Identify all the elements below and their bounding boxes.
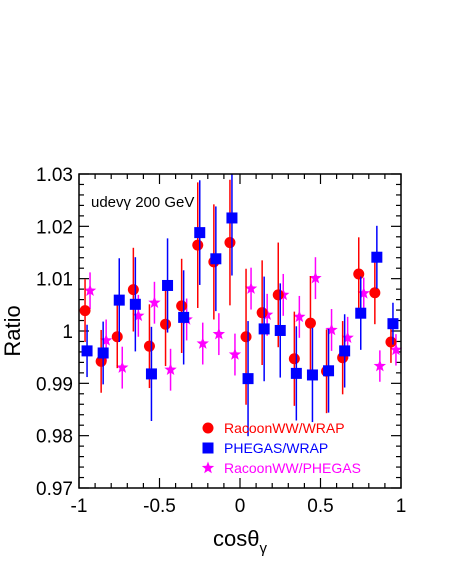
data-point (164, 363, 177, 375)
y-tick-label: 1.02 (36, 217, 73, 238)
energy-annotation: udevγ 200 GeV (91, 194, 194, 211)
data-point (116, 361, 129, 373)
data-point (290, 367, 302, 379)
data-point (79, 305, 91, 317)
data-point (192, 239, 204, 251)
data-point (389, 343, 403, 356)
data-point (341, 331, 354, 344)
data-point (258, 323, 270, 335)
data-point (323, 365, 335, 377)
x-axis-title-main: cosθ (213, 526, 259, 551)
legend-label: RacoonWW/WRAP (224, 420, 345, 436)
data-point (81, 345, 93, 357)
data-point (369, 287, 381, 299)
x-axis-title-subscript: γ (259, 540, 267, 557)
legend-item: PHEGAS/WRAP (202, 440, 328, 456)
data-point (196, 337, 209, 349)
y-axis-title: Ratio (0, 305, 25, 356)
data-point (224, 237, 236, 249)
data-point (240, 331, 252, 343)
data-point (339, 345, 351, 357)
legend-marker (202, 422, 214, 434)
x-tick-label: -1 (71, 496, 88, 517)
data-point (132, 309, 145, 322)
legend-label: PHEGAS/WRAP (224, 440, 328, 456)
data-point (293, 310, 306, 323)
x-axis-title: cosθγ (213, 526, 267, 557)
x-tick-label: -0.5 (143, 496, 176, 517)
plot-frame (78, 173, 402, 489)
data-point (244, 282, 258, 294)
data-point (111, 331, 123, 343)
data-point (385, 336, 397, 348)
data-point (176, 300, 188, 312)
y-tick-label: 1.01 (36, 270, 73, 291)
legend: RacoonWW/WRAP PHEGAS/WRAP RacoonWW/PHEGAS (201, 420, 361, 476)
data-point (148, 296, 161, 308)
data-point (145, 368, 157, 380)
y-tick-label: 1 (62, 322, 73, 343)
x-tick-label: 0 (235, 496, 246, 517)
series-phegas-wrap (81, 174, 399, 437)
data-point (242, 373, 254, 385)
y-tick-label: 0.97 (36, 479, 73, 500)
data-point (127, 284, 139, 296)
data-point (228, 348, 242, 360)
data-point (357, 286, 370, 299)
legend-item: RacoonWW/WRAP (202, 420, 345, 436)
data-point (97, 347, 109, 359)
data-point (272, 289, 284, 301)
axis-tick-labels: -1 -0.5 0 0.5 1 0.97 0.98 0.99 1 1.01 1.02 1.03 (36, 165, 406, 517)
data-point (162, 279, 174, 291)
data-point (129, 298, 141, 310)
data-point (304, 317, 316, 329)
data-point (113, 294, 125, 306)
data-point (373, 359, 387, 372)
data-point (210, 253, 222, 265)
series-racoonww-phegas (83, 257, 403, 391)
legend-label: RacoonWW/PHEGAS (224, 460, 361, 476)
data-point (226, 212, 238, 224)
data-point (160, 318, 172, 330)
data-point (288, 353, 300, 365)
data-point (143, 340, 155, 352)
y-tick-label: 0.99 (36, 374, 73, 395)
data-marks (79, 174, 403, 437)
data-point (387, 318, 399, 330)
data-point (306, 369, 318, 381)
data-point (256, 307, 268, 319)
data-point (194, 227, 206, 239)
data-point (355, 307, 367, 319)
data-point (371, 251, 383, 263)
legend-marker (201, 461, 215, 474)
legend-item: RacoonWW/PHEGAS (201, 460, 361, 476)
y-tick-label: 0.98 (36, 427, 73, 448)
x-tick-label: 1 (396, 496, 407, 517)
data-point (274, 324, 286, 336)
y-tick-label: 1.03 (36, 165, 73, 186)
legend-marker (202, 442, 214, 454)
data-point (99, 333, 113, 346)
data-point (353, 268, 365, 280)
data-point (325, 323, 338, 336)
data-point (178, 311, 190, 323)
series-racoonww-wrap (79, 179, 397, 414)
data-point (212, 327, 226, 340)
data-point (83, 284, 97, 296)
data-point (309, 271, 322, 284)
x-tick-label: 0.5 (307, 496, 333, 517)
